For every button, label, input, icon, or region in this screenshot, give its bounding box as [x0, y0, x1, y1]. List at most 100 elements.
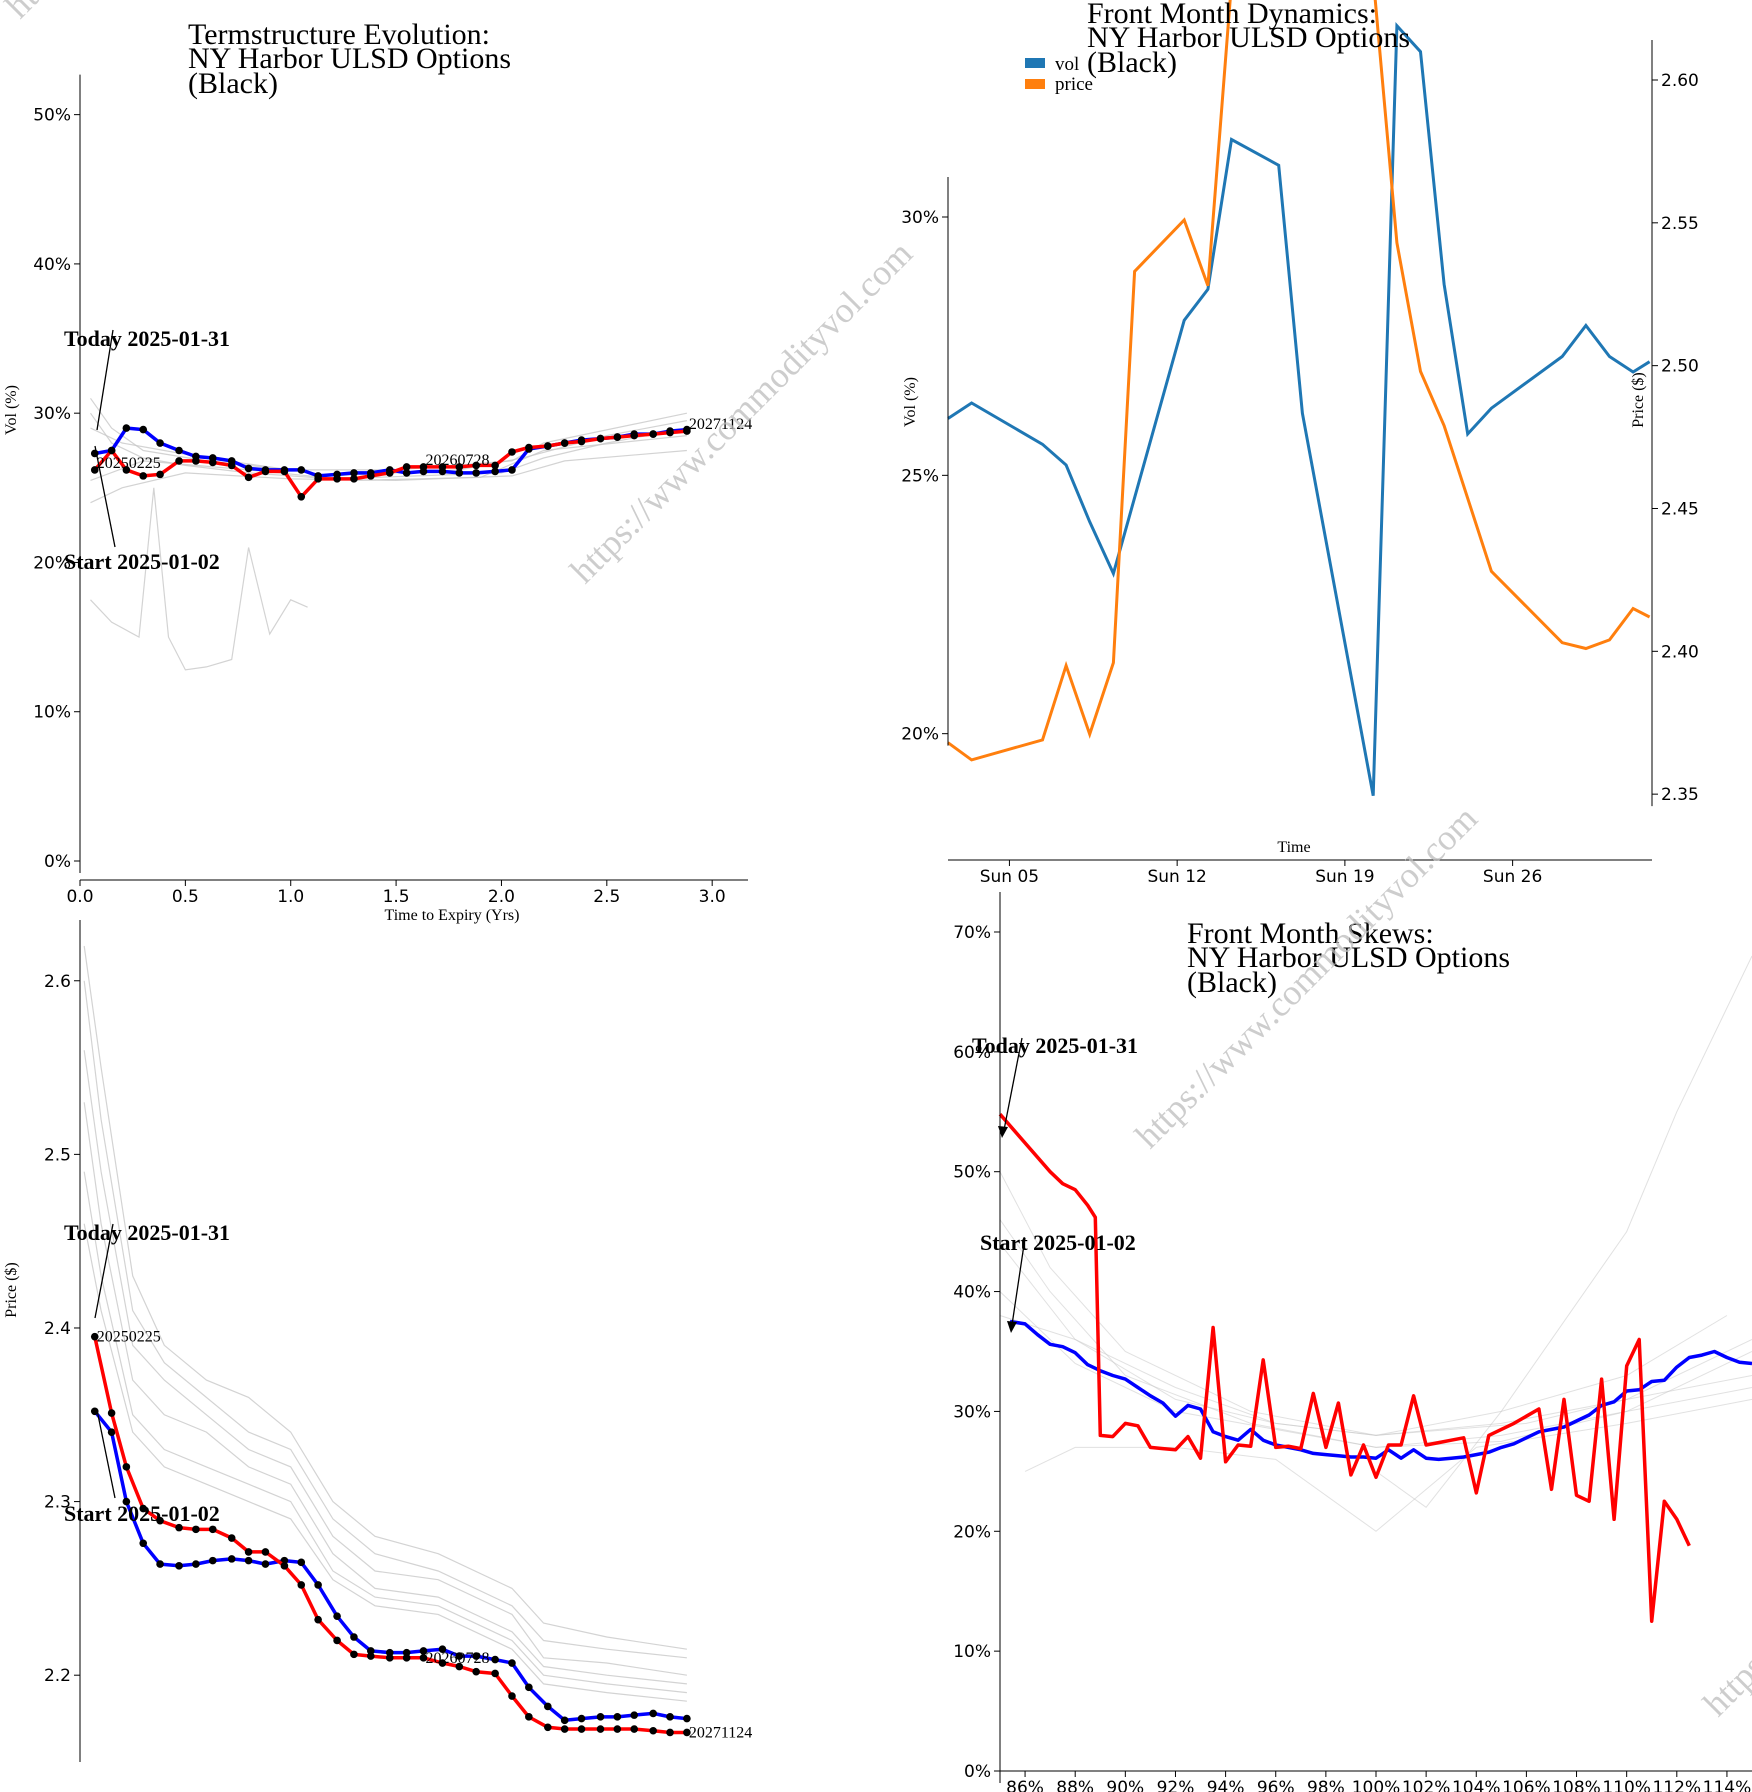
start-point: [175, 1562, 183, 1570]
x-axis-title: Time to Expiry (Yrs): [385, 907, 520, 924]
y-tick-label: 40%: [953, 1283, 991, 1303]
y-tick-label: 70%: [953, 923, 991, 943]
today-point: [402, 1654, 411, 1662]
y-axis-title: Vol (%): [902, 377, 919, 427]
chart-title-line-3: (Black): [1087, 46, 1177, 79]
start-arrow: [1011, 1237, 1026, 1326]
today-point: [244, 473, 253, 482]
legend-swatch-vol: [1025, 58, 1045, 68]
point-label: 20250225: [97, 455, 161, 472]
y-tick-label: 0%: [964, 1762, 991, 1782]
today-point: [438, 463, 447, 471]
today-point: [90, 466, 99, 474]
start-point: [577, 1714, 586, 1723]
history-line: [999, 1171, 1752, 1436]
today-point: [525, 1713, 533, 1721]
x-tick-label: 94%: [1207, 1778, 1245, 1792]
chart-title-line-2: NY Harbor ULSD Options: [188, 42, 511, 75]
today-point: [472, 461, 480, 470]
start-point: [314, 1581, 322, 1589]
x-tick-label: 1.5: [383, 887, 410, 907]
x-tick-label: 108%: [1552, 1778, 1601, 1792]
start-line: [1009, 1319, 1752, 1462]
point-label: 20250225: [97, 1329, 161, 1346]
today-point: [333, 475, 341, 483]
legend-swatch-price: [1025, 79, 1045, 89]
today-arrow: [96, 329, 114, 431]
point-labels: 20250225 20260728 20271124: [97, 416, 753, 472]
today-point: [385, 1654, 394, 1662]
today-point: [350, 1650, 358, 1659]
start-point: [261, 1560, 270, 1568]
today-point: [156, 470, 164, 479]
today-point: [438, 1659, 447, 1667]
history-line: [83, 945, 687, 1650]
point-label: 20260728: [425, 1650, 489, 1667]
today-point: [297, 1581, 306, 1589]
y-tick-label: 20%: [901, 725, 939, 745]
axes: 0% 10% 20% 30% 40% 50% 0.0 0.5 1.0 1.5 2.0 2.5 3.0: [33, 74, 748, 907]
y-tick-label: 50%: [33, 106, 71, 126]
start-point: [297, 466, 306, 474]
today-point: [525, 443, 533, 452]
today-point: [314, 475, 322, 483]
start-arrowhead: [1007, 1321, 1017, 1333]
history-line: [83, 1102, 687, 1685]
x-axis-title: Time: [1277, 839, 1310, 856]
today-annotation: Today 2025-01-31: [64, 326, 230, 351]
today-point: [350, 475, 358, 483]
history-line: [83, 980, 687, 1659]
y-tick-label: 2.60: [1661, 71, 1699, 91]
start-point: [244, 464, 253, 473]
y-tick-label: 10%: [953, 1642, 991, 1662]
y-tick-label: 2.5: [44, 1145, 71, 1165]
y-tick-label: 30%: [33, 404, 71, 424]
start-point: [596, 1713, 605, 1721]
start-point: [402, 1648, 411, 1657]
today-annotation: Today 2025-01-31: [972, 1033, 1138, 1058]
x-tick-label: 106%: [1502, 1778, 1551, 1792]
today-point: [419, 1654, 428, 1662]
today-point: [314, 1615, 322, 1624]
legend: vol price: [1025, 54, 1093, 95]
start-point: [385, 1648, 394, 1657]
start-point: [90, 1407, 99, 1416]
y-tick-label: 40%: [33, 255, 71, 275]
start-point: [297, 1558, 306, 1567]
today-point: [649, 1726, 657, 1735]
start-point: [491, 467, 499, 476]
y-tick-label: 30%: [901, 208, 939, 228]
start-point: [630, 1711, 639, 1719]
y-tick-label: 2.4: [44, 1319, 71, 1339]
start-point: [139, 1539, 148, 1548]
history-line: [999, 1315, 1728, 1436]
chart-title-line-2: NY Harbor ULSD Options: [1087, 21, 1410, 54]
x-tick-label: 114%: [1703, 1778, 1752, 1792]
today-point: [244, 1548, 253, 1556]
today-point: [90, 1332, 99, 1341]
today-arrow: [94, 1223, 114, 1319]
history-line: [83, 1171, 687, 1694]
today-point: [491, 461, 499, 470]
x-tick-label: 110%: [1602, 1778, 1651, 1792]
x-tick-label: 100%: [1352, 1778, 1401, 1792]
today-point: [280, 467, 289, 476]
today-point: [472, 1667, 480, 1676]
today-point: [649, 430, 657, 438]
start-point: [419, 1647, 428, 1655]
today-arrowhead: [998, 1126, 1008, 1138]
today-point: [175, 1523, 183, 1532]
today-point: [666, 1728, 674, 1737]
today-point: [596, 434, 605, 443]
chart-title-line-3: (Black): [1187, 966, 1277, 999]
axes: 20% 25% 30% 2.35 2.40 2.45 2.50 2.55 2.60 Sun 05 S…: [901, 39, 1699, 887]
start-point: [208, 1556, 217, 1565]
history-line: [1024, 1398, 1752, 1532]
x-tick-label: Sun 12: [1147, 867, 1206, 887]
termstructure-chart: 0% 10% 20% 30% 40% 50% 0.0 0.5 1.0 1.5 2.0 2.5 3.0 2…: [3, 18, 752, 924]
y-axis-title: Vol (%): [3, 385, 20, 435]
today-point: [666, 428, 674, 437]
today-point: [297, 492, 306, 501]
today-point: [192, 457, 200, 465]
